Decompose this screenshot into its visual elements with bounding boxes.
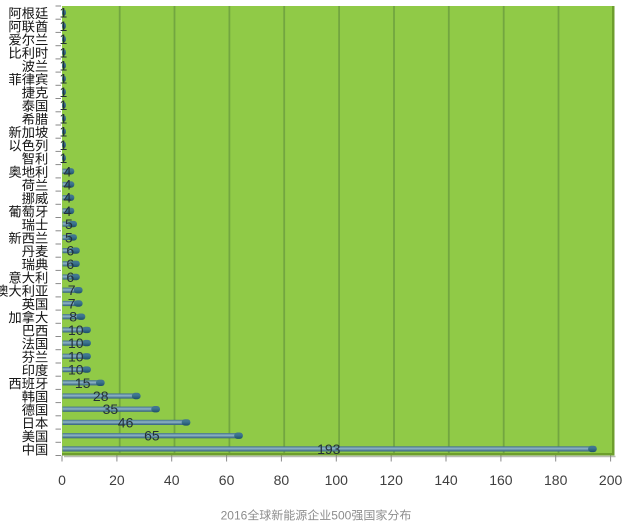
svg-text:35: 35 bbox=[103, 401, 119, 417]
svg-text:4: 4 bbox=[64, 177, 72, 193]
svg-text:7: 7 bbox=[68, 282, 76, 298]
svg-text:1: 1 bbox=[60, 150, 68, 166]
svg-text:1: 1 bbox=[60, 137, 68, 153]
svg-text:193: 193 bbox=[317, 441, 341, 457]
svg-text:10: 10 bbox=[68, 348, 84, 364]
svg-text:1: 1 bbox=[60, 31, 68, 47]
svg-text:46: 46 bbox=[118, 414, 134, 430]
svg-text:100: 100 bbox=[325, 472, 349, 488]
svg-text:8: 8 bbox=[69, 309, 77, 325]
svg-text:1: 1 bbox=[60, 124, 68, 140]
svg-text:120: 120 bbox=[380, 472, 404, 488]
svg-text:5: 5 bbox=[65, 229, 73, 245]
svg-text:6: 6 bbox=[66, 269, 74, 285]
svg-text:180: 180 bbox=[544, 472, 568, 488]
svg-text:160: 160 bbox=[489, 472, 513, 488]
svg-text:65: 65 bbox=[144, 428, 160, 444]
svg-text:1: 1 bbox=[60, 44, 68, 60]
svg-text:10: 10 bbox=[68, 322, 84, 338]
svg-text:20: 20 bbox=[109, 472, 125, 488]
svg-text:140: 140 bbox=[434, 472, 458, 488]
svg-text:10: 10 bbox=[68, 335, 84, 351]
svg-text:4: 4 bbox=[64, 203, 72, 219]
svg-text:2016: 2016 bbox=[221, 509, 248, 523]
svg-text:1: 1 bbox=[60, 84, 68, 100]
svg-text:40: 40 bbox=[164, 472, 180, 488]
svg-text:500: 500 bbox=[331, 509, 351, 523]
svg-text:6: 6 bbox=[66, 256, 74, 272]
svg-text:6: 6 bbox=[66, 243, 74, 259]
svg-text:1: 1 bbox=[60, 71, 68, 87]
svg-text:1: 1 bbox=[60, 97, 68, 113]
svg-text:0: 0 bbox=[58, 472, 66, 488]
svg-text:80: 80 bbox=[274, 472, 290, 488]
svg-text:200: 200 bbox=[599, 472, 623, 488]
svg-text:5: 5 bbox=[65, 216, 73, 232]
svg-text:7: 7 bbox=[68, 296, 76, 312]
svg-text:10: 10 bbox=[68, 362, 84, 378]
svg-text:1: 1 bbox=[60, 110, 68, 126]
svg-text:4: 4 bbox=[64, 190, 72, 206]
svg-text:28: 28 bbox=[93, 388, 109, 404]
svg-text:1: 1 bbox=[60, 58, 68, 74]
svg-text:60: 60 bbox=[219, 472, 235, 488]
svg-text:1: 1 bbox=[60, 18, 68, 34]
svg-text:4: 4 bbox=[64, 163, 72, 179]
svg-text:1: 1 bbox=[60, 5, 68, 21]
svg-text:15: 15 bbox=[75, 375, 91, 391]
